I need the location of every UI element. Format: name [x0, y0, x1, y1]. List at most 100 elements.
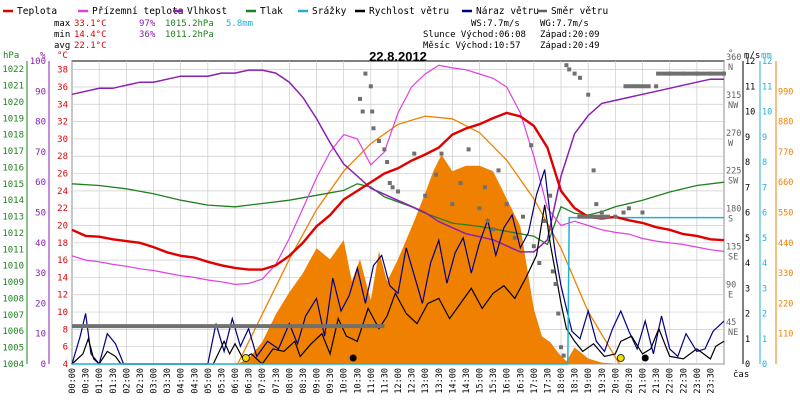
temperature-tick-label: 6	[63, 343, 68, 353]
legend: Teplota Přízemní teplota Vlhkost Tlak Srážky…	[3, 6, 608, 17]
direction-tick-compass: SE	[728, 252, 738, 262]
pressure-tick-label: 1004	[2, 360, 24, 370]
temperature-tick-label: 12	[57, 291, 68, 301]
x-tick-label: 11:00	[367, 368, 377, 394]
humidity-tick-label: 100	[30, 57, 46, 67]
temperature-tick-label: 14	[57, 273, 68, 283]
sun-marker	[616, 354, 625, 362]
direction-tick-label: 270	[726, 129, 741, 139]
legend-label: Směr větru	[551, 6, 608, 17]
wind-tick-label: 9	[745, 133, 750, 143]
x-tick-label: 02:30	[136, 368, 146, 394]
x-tick-label: 20:30	[625, 368, 635, 394]
wind-direction-point	[599, 210, 604, 215]
legend-item: Přízemní teplota	[78, 6, 184, 17]
wind-direction-point	[567, 67, 572, 72]
humidity-tick-label: 90	[35, 87, 46, 97]
solar-tick-label: 990	[778, 87, 793, 97]
wind-tick-label: 2	[745, 310, 750, 320]
x-tick-label: 06:00	[231, 368, 241, 394]
wind-direction-layer	[72, 63, 726, 358]
legend-label: Vlhkost	[187, 6, 227, 17]
pressure-tick-label: 1007	[2, 311, 24, 321]
wind-direction-point	[550, 269, 555, 274]
series-humidity	[71, 69, 724, 253]
legend-item: Vlhkost	[173, 6, 227, 17]
wind-direction-point	[626, 206, 631, 211]
x-tick-label: 00:30	[82, 368, 92, 394]
temperature-tick-label: 20	[57, 222, 68, 232]
wind-direction-point	[390, 185, 395, 190]
legend-label: Srážky	[312, 6, 347, 17]
temperature-tick-label: 24	[57, 187, 68, 197]
wind-direction-point	[640, 210, 645, 215]
pressure-tick-label: 1005	[2, 344, 24, 354]
x-tick-label: 14:00	[448, 368, 458, 394]
wind-direction-point	[578, 75, 582, 80]
wind-direction-point	[423, 193, 428, 198]
unit-pct: %	[40, 51, 46, 61]
x-tick-label: 03:30	[163, 368, 173, 394]
series-wind-speed	[71, 204, 725, 365]
stats-min-temp: 14.4°C	[74, 30, 107, 40]
x-tick-label: 11:30	[380, 368, 390, 394]
wind-direction-point	[491, 227, 496, 232]
wind-direction-point	[512, 235, 517, 240]
rain-tick-label: 12	[762, 57, 772, 67]
rain-tick-label: 9	[762, 133, 767, 143]
humidity-tick-label: 0	[41, 360, 46, 370]
wind-direction-point	[496, 168, 501, 173]
wind-direction-point	[370, 109, 375, 114]
x-tick-label: 09:30	[326, 368, 336, 394]
wind-direction-point	[548, 193, 553, 198]
moon-marker	[349, 354, 357, 362]
solar-tick-label: 660	[778, 178, 793, 188]
x-tick-label: 21:00	[639, 368, 649, 394]
x-tick-label: 23:30	[706, 368, 716, 394]
unit-hpa: hPa	[3, 51, 19, 61]
x-tick-label: 17:30	[543, 368, 553, 394]
wind-direction-point	[556, 311, 561, 316]
x-tick-label: 07:00	[258, 368, 268, 394]
wind-tick-label: 4	[745, 259, 750, 269]
wind-direction-point	[385, 160, 390, 164]
wind-tick-label: 1	[745, 335, 750, 345]
wind-tick-label: 3	[745, 284, 750, 294]
wind-direction-point	[572, 71, 577, 76]
wind-direction-point	[591, 168, 596, 173]
wind-direction-point	[434, 172, 438, 177]
pressure-tick-label: 1009	[2, 278, 24, 288]
astro-info: WS:7.7m/s WG:7.7m/s Slunce Východ:06:08 …	[423, 19, 600, 51]
legend-item: Náraz větru	[462, 6, 539, 17]
direction-tick-label: 135	[726, 242, 741, 252]
stats-max-rain: 5.8mm	[226, 19, 253, 29]
temperature-tick-label: 22	[57, 204, 68, 214]
rain-tick-label: 8	[762, 158, 767, 168]
stats-avg-label: avg	[54, 41, 70, 51]
wind-direction-point	[439, 151, 444, 156]
pressure-tick-label: 1017	[2, 147, 24, 157]
legend-label: Náraz větru	[476, 6, 539, 17]
wind-direction-point	[458, 181, 463, 185]
pressure-tick-label: 1021	[2, 82, 24, 92]
temperature-tick-label: 32	[57, 118, 68, 128]
wind-direction-point	[504, 202, 509, 207]
stats-min-label: min	[54, 30, 70, 40]
x-tick-label: 16:30	[516, 368, 526, 394]
wind-direction-point	[561, 353, 566, 358]
chart-title: 22.8.2012	[369, 49, 427, 64]
direction-tick-label: 90	[726, 280, 736, 290]
solar-radiation-area	[237, 154, 620, 364]
x-tick-label: 18:30	[571, 368, 581, 394]
x-tick-label: 23:00	[693, 368, 703, 394]
x-tick-label: 18:00	[557, 368, 567, 394]
wind-direction-point	[537, 261, 542, 265]
pressure-tick-label: 1012	[2, 229, 24, 239]
stats-block: max 33.1°C 97% 1015.2hPa 5.8mm min 14.4°…	[54, 19, 253, 51]
x-tick-label: 19:00	[584, 368, 594, 394]
rain-tick-label: 6	[762, 209, 767, 219]
temperature-tick-label: 28	[57, 152, 68, 162]
rain-tick-label: 0	[762, 360, 767, 370]
solar-tick-label: 880	[778, 118, 793, 128]
stats-min-press: 1011.2hPa	[165, 30, 214, 40]
